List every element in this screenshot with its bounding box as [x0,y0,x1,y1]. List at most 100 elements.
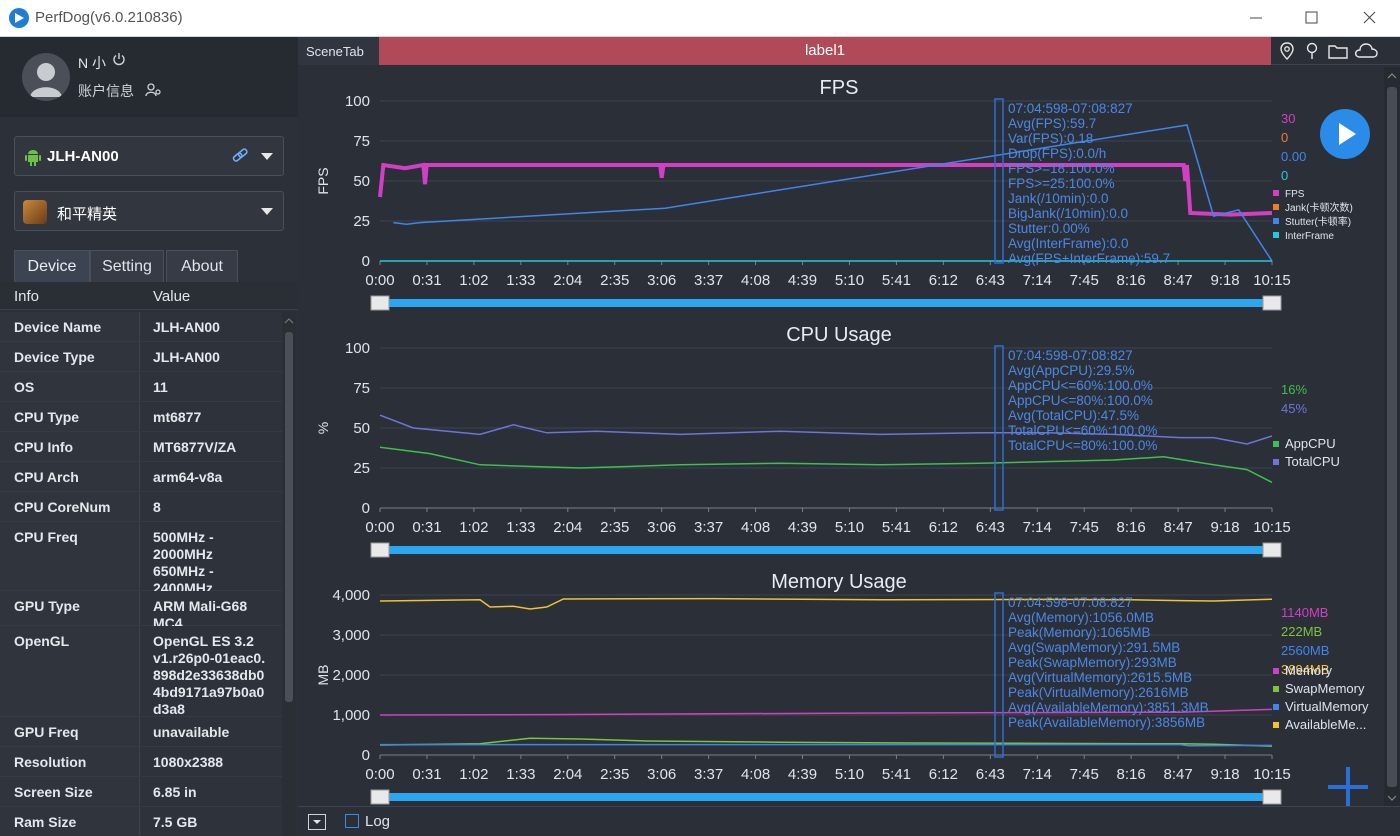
close-button[interactable] [1346,5,1390,31]
scrollbar-thumb[interactable] [285,332,293,702]
table-row[interactable]: CPU CoreNum 8 [0,492,282,522]
table-row[interactable]: Device Type JLH-AN00 [0,342,282,372]
x-tick-label: 0:00 [365,766,394,783]
column-header-info: Info [14,288,40,305]
row-value: 8 [140,492,282,521]
x-tick-label: 3:06 [647,766,676,783]
x-tick-label: 9:18 [1210,766,1239,783]
y-tick-label: 50 [353,173,370,190]
log-panel-toggle[interactable] [308,814,326,830]
chart-title: CPU Usage [786,324,892,346]
stats-overlay-line: Var(FPS):0.18 [1008,131,1093,146]
row-value: JLH-AN00 [140,312,282,341]
series-line [378,162,1273,217]
play-button[interactable] [1320,109,1370,159]
table-scrollbar[interactable] [282,312,296,836]
usb-link-icon[interactable] [231,147,249,170]
stats-overlay-line: Avg(AppCPU):29.5% [1008,363,1135,378]
legend-swatch [1273,204,1279,210]
x-tick-label: 2:04 [553,272,582,289]
stats-overlay-line: 07:04:598-07:08:827 [1008,595,1133,610]
add-chart-button[interactable] [1326,765,1370,814]
x-tick-label: 1:33 [506,519,535,536]
maximize-button[interactable] [1289,5,1333,31]
table-row[interactable]: CPU Freq 500MHz - 2000MHz 650MHz - 2400MH… [0,522,282,596]
x-tick-label: 8:16 [1117,766,1146,783]
x-tick-label: 7:45 [1070,519,1099,536]
y-tick-label: 75 [353,133,370,150]
sidebar: N 小 账户信息 JLH-AN00 和平精英 Device Setting Ab… [0,37,298,836]
stats-overlay-line: Peak(VirtualMemory):2616MB [1008,685,1189,700]
range-slider-track [380,793,1272,801]
table-row[interactable]: Resolution 1080x2388 [0,747,282,777]
table-row[interactable]: OpenGL OpenGL ES 3.2 v1.r26p0-01eac0. 898… [0,626,282,717]
app-select[interactable]: 和平精英 [14,191,284,231]
x-tick-label: 2:35 [600,519,629,536]
stats-overlay-line: Avg(FPS):59.7 [1008,116,1096,131]
range-slider-right-handle [1262,789,1282,805]
x-tick-label: 8:47 [1164,766,1193,783]
table-row[interactable]: OS 11 [0,372,282,402]
legend-value: 1140MB [1281,605,1328,620]
account-panel: N 小 账户信息 [0,37,298,117]
power-icon[interactable] [112,52,126,71]
charts-area: FPS FPS 0 25 50 75 100 0:00 0:31 1:02 1:33 2:04 2:35… [298,65,1400,807]
scene-tab[interactable]: SceneTab [298,37,379,65]
row-value: 6.85 in [140,777,282,806]
row-key: Screen Size [0,777,140,806]
charts-scrollbar[interactable] [1384,67,1400,807]
y-tick-label: 25 [353,460,370,477]
row-key: CPU Freq [0,522,140,590]
row-value: 7.5 GB [140,807,282,836]
x-tick-label: 6:43 [976,519,1005,536]
scrollbar-thumb[interactable] [1387,87,1397,787]
folder-icon[interactable] [1327,41,1349,66]
table-row[interactable]: CPU Info MT6877V/ZA [0,432,282,462]
x-tick-label: 10:15 [1253,272,1291,289]
table-row[interactable]: GPU Type ARM Mali-G68 MC4 [0,591,282,631]
y-tick-label: 100 [345,340,370,357]
device-select[interactable]: JLH-AN00 [14,136,284,176]
tab-about[interactable]: About [166,250,238,282]
table-row[interactable]: GPU Freq unavailable [0,717,282,747]
table-row[interactable]: CPU Arch arm64-v8a [0,462,282,492]
stats-overlay-line: Avg(InterFrame):0.0 [1008,236,1129,251]
top-bar: SceneTab label1 [298,37,1400,65]
table-row[interactable]: Device Name JLH-AN00 [0,312,282,342]
legend-swatch [1273,686,1279,692]
table-row[interactable]: Ram Size 7.5 GB [0,807,282,836]
y-tick-label: 0 [362,747,370,764]
app-select-value: 和平精英 [57,206,118,223]
main-panel: SceneTab label1 FPS FPS 0 25 50 75 100 0:00 0:31… [298,37,1400,836]
stats-overlay-line: Avg(TotalCPU):47.5% [1008,408,1139,423]
account-info-link[interactable]: 账户信息 [78,83,134,99]
cloud-icon[interactable] [1353,41,1379,66]
tab-setting[interactable]: Setting [90,250,164,282]
stats-overlay-line: TotalCPU<=80%:100.0% [1008,438,1157,453]
map-marker-icon[interactable] [1302,41,1322,66]
stats-overlay-line: FPS>=18:100.0% [1008,161,1115,176]
minimize-button[interactable] [1233,5,1277,31]
x-tick-label: 10:15 [1253,519,1291,536]
table-row[interactable]: Screen Size 6.85 in [0,777,282,807]
legend-label: Stutter(卡顿率) [1285,215,1351,228]
legend-label: AvailableMe... [1285,717,1366,732]
y-tick-label: 4,000 [332,587,370,604]
y-axis-label: % [315,422,331,434]
avatar[interactable] [22,53,70,101]
scene-label[interactable]: label1 [379,37,1271,65]
log-checkbox[interactable] [345,814,359,828]
sidebar-tabs: Device Setting About [0,250,298,282]
legend-swatch [1273,722,1279,728]
row-value: OpenGL ES 3.2 v1.r26p0-01eac0. 898d2e336… [140,626,282,717]
app-icon [23,200,47,224]
x-tick-label: 6:12 [929,766,958,783]
y-axis-label: MB [315,665,331,686]
user-settings-icon[interactable] [145,83,161,102]
table-row[interactable]: CPU Type mt6877 [0,402,282,432]
x-tick-label: 4:39 [788,519,817,536]
x-tick-label: 9:18 [1210,272,1239,289]
row-value: 11 [140,372,282,401]
location-pin-icon[interactable] [1277,41,1297,66]
tab-device[interactable]: Device [14,250,90,282]
